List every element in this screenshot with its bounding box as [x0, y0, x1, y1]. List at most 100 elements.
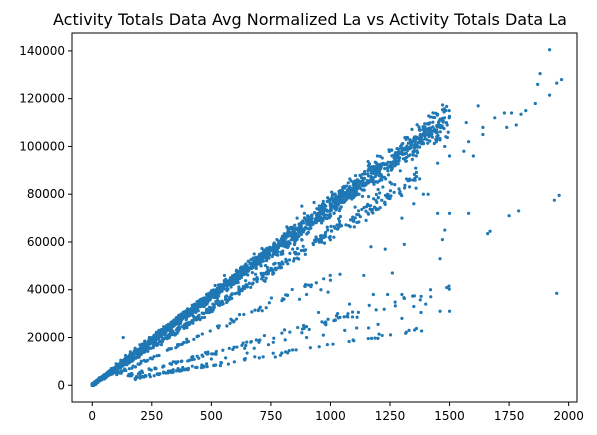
- data-point: [350, 315, 355, 319]
- data-point: [538, 72, 542, 76]
- data-point: [157, 372, 161, 377]
- data-point: [427, 131, 431, 135]
- data-point: [418, 177, 422, 181]
- data-point: [100, 375, 104, 379]
- data-point: [326, 290, 330, 294]
- data-point: [400, 216, 404, 220]
- data-point: [376, 187, 380, 192]
- data-point: [303, 284, 307, 288]
- data-point: [360, 207, 364, 212]
- data-point: [209, 292, 213, 296]
- data-point: [176, 366, 180, 371]
- data-point: [321, 199, 325, 203]
- data-point: [121, 335, 125, 340]
- data-point: [200, 311, 204, 315]
- data-point: [502, 111, 506, 115]
- data-point: [202, 304, 206, 309]
- data-point: [224, 277, 228, 281]
- data-point: [264, 306, 268, 310]
- data-point: [225, 300, 229, 305]
- data-point: [151, 343, 156, 347]
- data-point: [171, 360, 175, 364]
- data-point: [325, 225, 329, 229]
- data-point: [353, 188, 357, 192]
- data-point: [147, 346, 151, 350]
- data-point: [317, 218, 321, 223]
- data-point: [320, 320, 324, 324]
- data-point: [355, 193, 359, 197]
- data-point: [285, 225, 289, 229]
- data-point: [390, 271, 394, 275]
- data-point: [462, 149, 466, 153]
- data-point: [202, 299, 206, 303]
- data-point: [271, 340, 275, 344]
- data-point: [364, 218, 368, 222]
- data-point: [373, 167, 377, 171]
- data-point: [381, 185, 385, 189]
- data-point: [283, 236, 287, 240]
- data-point: [375, 180, 380, 184]
- data-point: [309, 221, 313, 226]
- data-point: [152, 336, 156, 340]
- data-point: [314, 216, 318, 220]
- data-point: [445, 123, 449, 127]
- data-point: [402, 296, 406, 301]
- data-point: [416, 140, 420, 144]
- data-point: [386, 292, 390, 297]
- data-point: [514, 123, 518, 127]
- data-point: [366, 159, 370, 164]
- data-point: [375, 163, 379, 168]
- data-point: [348, 218, 353, 222]
- data-point: [230, 274, 235, 278]
- data-point: [385, 195, 389, 200]
- data-point: [341, 186, 346, 190]
- data-point: [213, 283, 217, 288]
- data-point: [257, 259, 261, 263]
- data-point: [369, 204, 373, 208]
- data-point: [302, 211, 306, 215]
- data-point: [290, 235, 294, 239]
- data-point: [139, 346, 143, 350]
- data-point: [335, 227, 340, 231]
- data-point: [257, 252, 262, 257]
- data-point: [339, 205, 343, 209]
- data-point: [366, 212, 371, 216]
- data-point: [445, 104, 449, 109]
- data-point: [166, 322, 171, 326]
- data-point: [447, 284, 451, 288]
- data-point: [524, 109, 528, 113]
- data-point: [200, 316, 204, 320]
- data-point: [231, 347, 235, 352]
- data-point: [390, 154, 394, 158]
- data-point: [559, 77, 564, 82]
- data-point: [431, 111, 435, 115]
- data-point: [143, 339, 147, 343]
- data-point: [252, 346, 256, 350]
- data-point: [393, 300, 397, 304]
- data-point: [217, 294, 221, 298]
- data-point: [346, 312, 350, 316]
- data-point: [260, 251, 264, 255]
- data-point: [232, 360, 236, 364]
- data-point: [190, 356, 194, 361]
- data-point: [246, 268, 251, 272]
- data-point: [353, 173, 358, 178]
- data-point: [293, 223, 297, 227]
- data-point: [337, 219, 342, 223]
- data-point: [307, 216, 311, 220]
- y-tick-label: 20000: [27, 331, 65, 345]
- data-point: [244, 343, 248, 348]
- data-point: [329, 229, 334, 233]
- data-point: [372, 171, 376, 176]
- data-point: [237, 285, 241, 289]
- data-point: [127, 367, 131, 371]
- data-point: [271, 268, 275, 273]
- data-point: [233, 273, 237, 278]
- data-point: [138, 353, 142, 357]
- data-point: [266, 343, 271, 347]
- data-point: [330, 195, 334, 199]
- data-point: [162, 370, 166, 374]
- data-point: [290, 225, 294, 229]
- data-point: [283, 338, 287, 342]
- data-point: [314, 236, 318, 240]
